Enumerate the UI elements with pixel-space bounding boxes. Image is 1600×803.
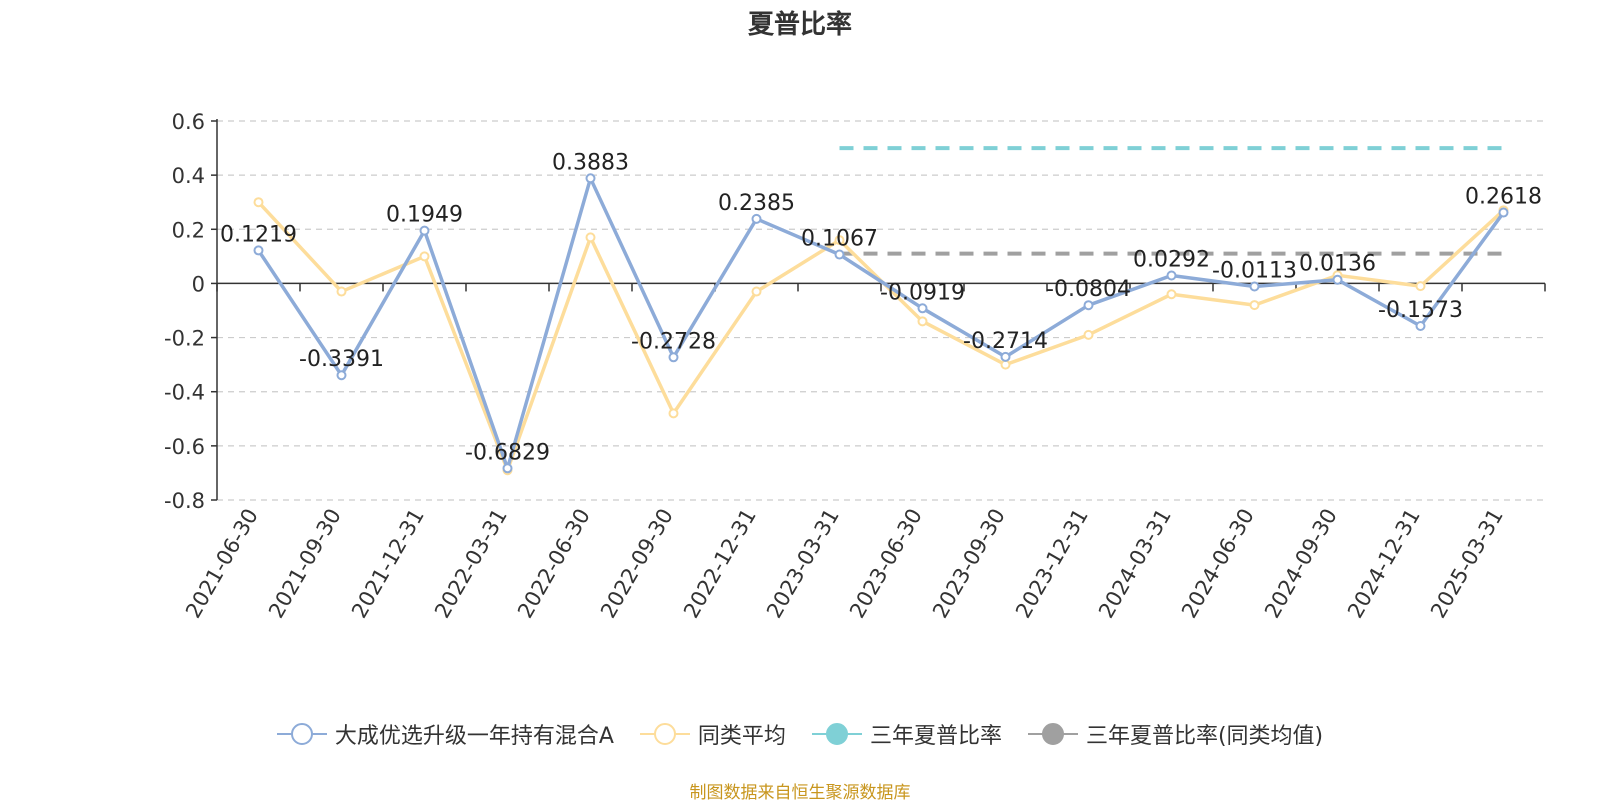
data-label: -0.2728 <box>631 329 716 354</box>
x-tick-label: 2022-03-31 <box>430 505 512 623</box>
data-label: -0.0113 <box>1212 258 1297 283</box>
y-tick-label: 0.6 <box>172 110 205 134</box>
data-point <box>1166 289 1177 300</box>
data-point <box>1332 274 1343 285</box>
series-line <box>257 176 1505 471</box>
data-point <box>253 197 264 208</box>
y-tick-label: -0.2 <box>164 327 205 351</box>
legend-symbol-fund <box>276 723 327 745</box>
data-label: 0.2618 <box>1465 185 1542 210</box>
y-tick-label: -0.8 <box>164 489 205 513</box>
data-label: -0.0804 <box>1046 277 1131 302</box>
legend-label-category-avg: 同类平均 <box>697 724 786 749</box>
x-tick-label: 2023-09-30 <box>928 505 1010 623</box>
legend-item-category-avg[interactable]: 同类平均 <box>639 718 786 750</box>
data-label: 0.0136 <box>1299 252 1376 277</box>
legend: 大成优选升级一年持有混合A 同类平均 三年夏普比率 三年夏普比率(同类均值) <box>0 718 1600 750</box>
data-point <box>1249 300 1260 311</box>
legend-symbol-category-avg <box>639 723 690 745</box>
y-tick-label: 0.4 <box>172 164 205 188</box>
data-point <box>1415 321 1426 332</box>
data-point <box>668 408 679 419</box>
data-point <box>917 303 928 314</box>
data-point <box>253 245 264 256</box>
data-label: 0.0292 <box>1133 248 1210 273</box>
reference-lines <box>839 146 1504 256</box>
x-tick-label: 2021-06-30 <box>181 505 263 623</box>
legend-label-3y-sharpe: 三年夏普比率 <box>869 724 1002 749</box>
data-point <box>917 316 928 327</box>
source-note: 制图数据来自恒生聚源数据库 <box>689 783 911 803</box>
data-point <box>1083 300 1094 311</box>
legend-label-3y-sharpe-avg: 三年夏普比率(同类均值) <box>1085 724 1324 749</box>
data-label: -0.1573 <box>1378 298 1463 323</box>
data-label: -0.2714 <box>963 329 1048 354</box>
data-point <box>751 286 762 297</box>
data-label: 0.3883 <box>552 150 629 175</box>
data-point <box>585 173 596 184</box>
data-point <box>668 352 679 363</box>
data-point <box>1083 329 1094 340</box>
data-point <box>502 463 513 474</box>
x-tick-label: 2025-03-31 <box>1426 505 1508 623</box>
data-point <box>585 232 596 243</box>
y-tick-label: 0.2 <box>172 218 205 242</box>
y-tick-label: -0.6 <box>164 435 205 459</box>
x-tick-label: 2024-09-30 <box>1260 505 1342 623</box>
data-point <box>1249 281 1260 292</box>
data-point <box>834 235 845 246</box>
data-label: -0.0919 <box>880 280 965 305</box>
data-label: 0.1949 <box>386 203 463 228</box>
data-point <box>1166 270 1177 281</box>
series-lines <box>253 173 1509 476</box>
data-point <box>419 225 430 236</box>
data-label: 0.1067 <box>801 227 878 252</box>
data-point <box>1498 207 1509 218</box>
data-point <box>751 213 762 224</box>
chart-title: 夏普比率 <box>747 10 852 40</box>
legend-item-3y-sharpe-avg[interactable]: 三年夏普比率(同类均值) <box>1027 718 1324 750</box>
data-label: 0.2385 <box>718 191 795 216</box>
series-line <box>257 201 1505 472</box>
x-tick-label: 2021-12-31 <box>347 505 429 623</box>
y-tick-label: 0 <box>192 272 205 296</box>
x-tick-label: 2021-09-30 <box>264 505 346 623</box>
data-label: -0.3391 <box>299 347 384 372</box>
data-point <box>336 370 347 381</box>
x-tick-label: 2022-12-31 <box>679 505 761 623</box>
legend-item-3y-sharpe[interactable]: 三年夏普比率 <box>811 718 1002 750</box>
x-tick-label: 2024-03-31 <box>1094 505 1176 623</box>
data-labels: 0.1219 -0.3391 0.1949 -0.6829 0.3883 -0.2728 0… <box>220 150 1542 465</box>
x-tick-label: 2023-12-31 <box>1011 505 1093 623</box>
x-tick-label: 2023-03-31 <box>762 505 844 623</box>
x-tick-label: 2022-06-30 <box>513 505 595 623</box>
data-label: -0.6829 <box>465 440 550 465</box>
data-label: 0.1219 <box>220 222 297 247</box>
data-point <box>1415 281 1426 292</box>
x-tick-label: 2022-09-30 <box>596 505 678 623</box>
grid-lines <box>217 120 1545 501</box>
legend-symbol-3y-sharpe-avg <box>1027 723 1078 745</box>
data-point <box>834 249 845 260</box>
data-point <box>1000 351 1011 362</box>
x-tick-label: 2024-06-30 <box>1177 505 1259 623</box>
legend-symbol-3y-sharpe <box>811 723 862 745</box>
x-tick-label: 2024-12-31 <box>1343 505 1425 623</box>
legend-item-fund[interactable]: 大成优选升级一年持有混合A <box>276 718 614 750</box>
data-point <box>419 251 430 262</box>
data-point <box>336 286 347 297</box>
x-tick-label: 2023-06-30 <box>845 505 927 623</box>
legend-label-fund: 大成优选升级一年持有混合A <box>334 724 614 749</box>
y-tick-label: -0.4 <box>164 381 205 405</box>
